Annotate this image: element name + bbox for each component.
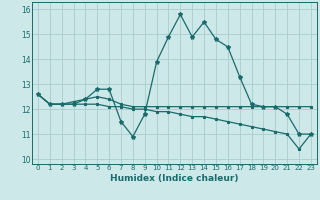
X-axis label: Humidex (Indice chaleur): Humidex (Indice chaleur) — [110, 174, 239, 183]
